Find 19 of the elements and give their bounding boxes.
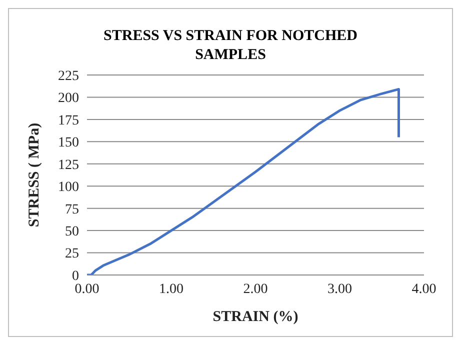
y-tick-label: 50 bbox=[65, 224, 79, 240]
x-tick-label: 2.00 bbox=[243, 282, 268, 297]
y-tick-label: 150 bbox=[58, 136, 79, 151]
x-tick-label: 0.00 bbox=[74, 282, 100, 297]
y-axis-title: STRESS ( MPa) bbox=[26, 122, 42, 228]
y-tick-label: 175 bbox=[58, 113, 79, 128]
x-axis-title: STRAIN (%) bbox=[212, 309, 298, 325]
x-tick-label: 4.00 bbox=[412, 282, 436, 297]
y-tick-label: 100 bbox=[58, 180, 79, 196]
y-tick-label: 0 bbox=[72, 268, 79, 284]
y-tick-label: 25 bbox=[65, 246, 79, 262]
y-tick-label: 75 bbox=[65, 202, 79, 218]
line-series bbox=[87, 88, 400, 275]
x-tick-label: 3.00 bbox=[328, 282, 352, 297]
y-tick-label: 225 bbox=[58, 68, 79, 84]
y-tick-label: 125 bbox=[58, 158, 79, 173]
x-tick-label: 1.00 bbox=[159, 282, 184, 297]
y-tick-label: 200 bbox=[58, 91, 79, 106]
chart-title: STRESS VS STRAIN FOR NOTCHED SAMPLES bbox=[102, 27, 358, 65]
